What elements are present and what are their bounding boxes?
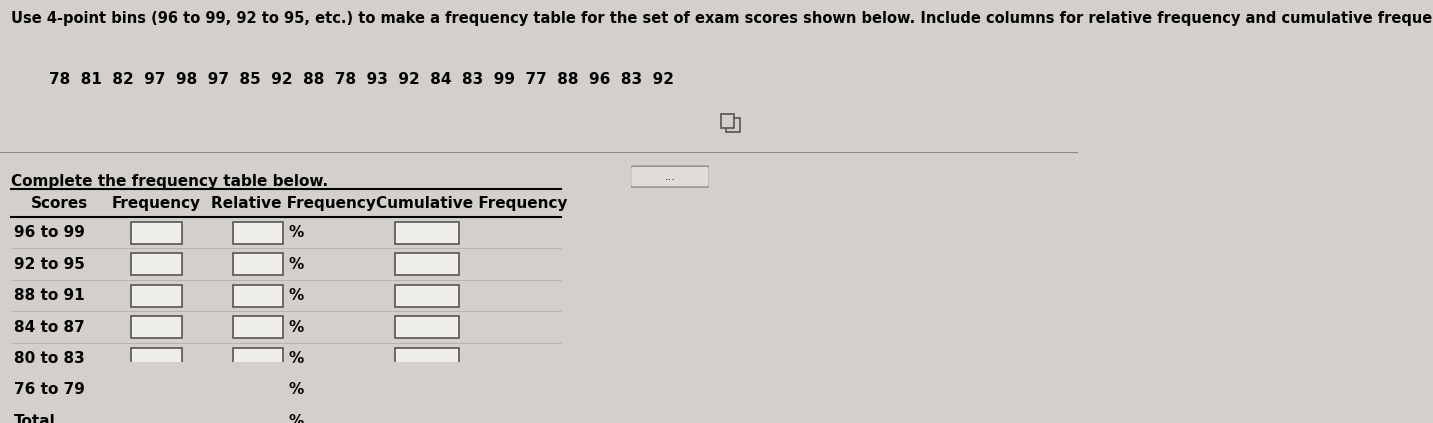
FancyBboxPatch shape xyxy=(132,285,182,307)
Text: 76 to 79: 76 to 79 xyxy=(14,382,85,398)
Text: 96 to 99: 96 to 99 xyxy=(14,225,85,240)
Text: ...: ... xyxy=(665,172,675,181)
Text: Cumulative Frequency: Cumulative Frequency xyxy=(375,196,567,211)
FancyBboxPatch shape xyxy=(234,285,284,307)
Text: %: % xyxy=(288,414,304,423)
Text: %: % xyxy=(288,225,304,240)
FancyBboxPatch shape xyxy=(234,316,284,338)
FancyBboxPatch shape xyxy=(396,222,460,244)
FancyBboxPatch shape xyxy=(234,379,284,401)
Text: Use 4-point bins (96 to 99, 92 to 95, etc.) to make a frequency table for the se: Use 4-point bins (96 to 99, 92 to 95, et… xyxy=(11,11,1433,26)
Text: Relative Frequency: Relative Frequency xyxy=(212,196,377,211)
Text: %: % xyxy=(288,257,304,272)
Text: Total: Total xyxy=(14,414,56,423)
Text: %: % xyxy=(288,288,304,303)
Text: 80 to 83: 80 to 83 xyxy=(14,351,85,366)
FancyBboxPatch shape xyxy=(631,166,709,187)
Text: %: % xyxy=(288,382,304,398)
FancyBboxPatch shape xyxy=(396,253,460,275)
FancyBboxPatch shape xyxy=(132,348,182,370)
FancyBboxPatch shape xyxy=(234,222,284,244)
FancyBboxPatch shape xyxy=(132,410,182,423)
FancyBboxPatch shape xyxy=(727,118,739,132)
Text: 84 to 87: 84 to 87 xyxy=(14,319,85,335)
FancyBboxPatch shape xyxy=(132,316,182,338)
FancyBboxPatch shape xyxy=(234,253,284,275)
FancyBboxPatch shape xyxy=(396,285,460,307)
Text: Scores: Scores xyxy=(30,196,87,211)
FancyBboxPatch shape xyxy=(132,379,182,401)
Text: %: % xyxy=(288,319,304,335)
FancyBboxPatch shape xyxy=(234,348,284,370)
FancyBboxPatch shape xyxy=(396,379,460,401)
Text: 92 to 95: 92 to 95 xyxy=(14,257,85,272)
Text: %: % xyxy=(288,351,304,366)
FancyBboxPatch shape xyxy=(396,316,460,338)
Text: Frequency: Frequency xyxy=(112,196,201,211)
Text: 88 to 91: 88 to 91 xyxy=(14,288,85,303)
FancyBboxPatch shape xyxy=(396,348,460,370)
FancyBboxPatch shape xyxy=(234,410,284,423)
Text: Complete the frequency table below.: Complete the frequency table below. xyxy=(11,173,328,189)
Text: 78  81  82  97  98  97  85  92  88  78  93  92  84  83  99  77  88  96  83  92: 78 81 82 97 98 97 85 92 88 78 93 92 84 8… xyxy=(49,72,674,87)
FancyBboxPatch shape xyxy=(396,410,460,423)
FancyBboxPatch shape xyxy=(132,222,182,244)
FancyBboxPatch shape xyxy=(721,114,734,128)
FancyBboxPatch shape xyxy=(132,253,182,275)
